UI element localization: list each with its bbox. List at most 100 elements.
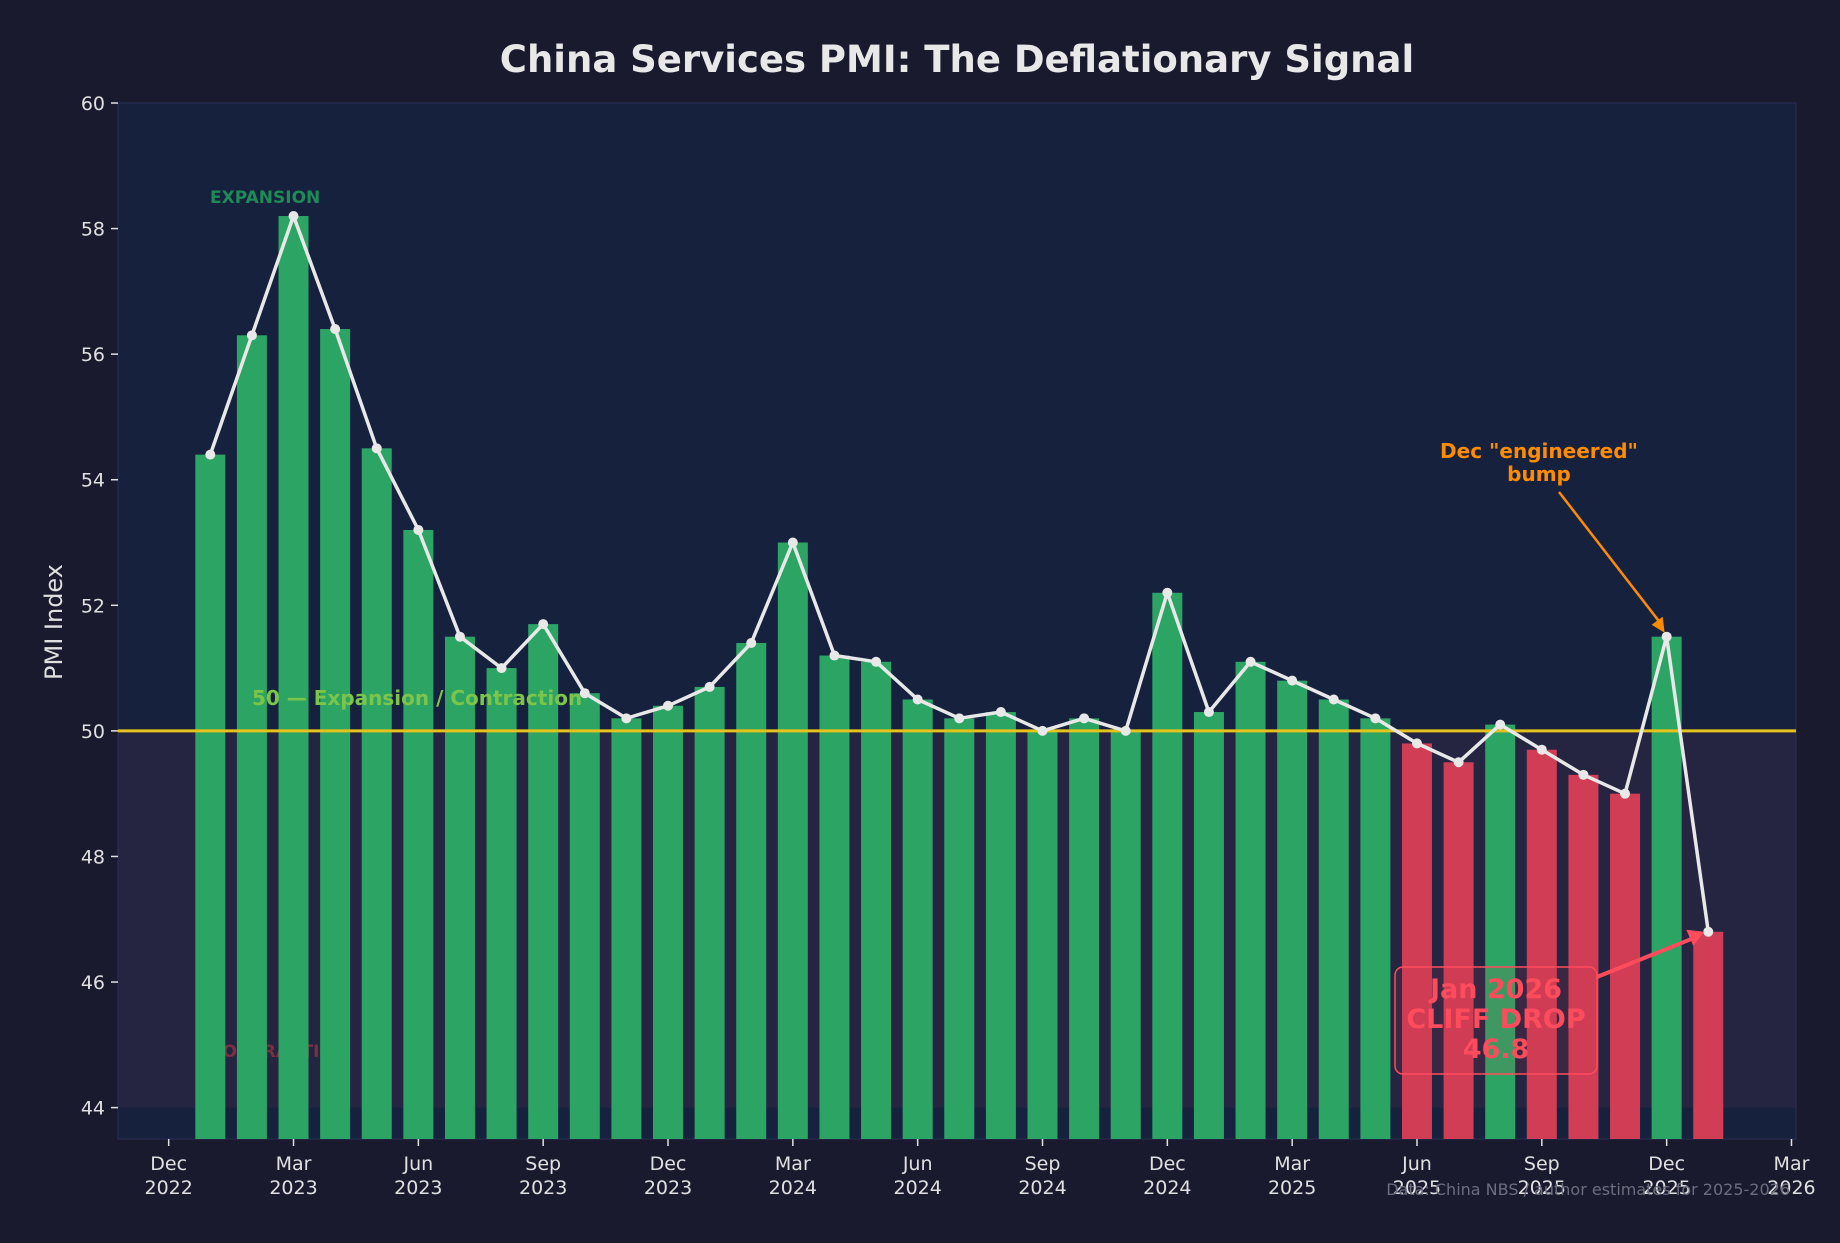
bar-30 <box>1401 743 1432 1139</box>
bar-20 <box>985 712 1016 1139</box>
annotation-bump-line1: Dec "engineered" <box>1440 439 1638 463</box>
y-tick-label-58: 58 <box>81 219 105 241</box>
x-tick-label-month: Sep <box>1025 1153 1061 1175</box>
x-tick-label-month: Sep <box>1524 1153 1560 1175</box>
x-tick-label-year: 2022 <box>145 1177 193 1199</box>
pmi-point-8 <box>496 663 507 674</box>
bar-8 <box>486 668 517 1139</box>
bar-33 <box>1526 749 1557 1139</box>
pmi-point-23 <box>1120 725 1131 736</box>
pmi-point-36 <box>1661 631 1672 642</box>
y-tick-label-52: 52 <box>81 595 105 617</box>
pmi-point-33 <box>1536 744 1547 755</box>
pmi-point-20 <box>995 707 1006 718</box>
x-tick-label-month: Sep <box>525 1153 561 1175</box>
pmi-point-2 <box>246 330 257 341</box>
pmi-point-13 <box>704 681 715 692</box>
pmi-point-7 <box>454 631 465 642</box>
x-tick-label-year: 2024 <box>1018 1177 1066 1199</box>
pmi-point-11 <box>621 713 632 724</box>
x-tick-label-year: 2026 <box>1767 1177 1815 1199</box>
x-tick-label-year: 2023 <box>394 1177 442 1199</box>
bar-21 <box>1027 730 1058 1139</box>
bar-2 <box>236 335 267 1139</box>
annotation-bump-arrowhead <box>1651 616 1665 633</box>
pmi-point-30 <box>1411 738 1422 749</box>
bar-25 <box>1193 712 1224 1139</box>
y-axis-label: PMI Index <box>40 564 68 680</box>
source-note: Data: China NBS / author estimates for 2… <box>1386 1180 1790 1199</box>
pmi-point-24 <box>1162 587 1173 598</box>
bar-22 <box>1069 718 1100 1139</box>
pmi-point-12 <box>663 700 674 711</box>
pmi-point-18 <box>912 694 923 705</box>
bar-3 <box>278 216 309 1139</box>
x-tick-label-year: 2023 <box>644 1177 692 1199</box>
annotation-bump-line2: bump <box>1507 462 1571 486</box>
x-tick-label-year: 2024 <box>1143 1177 1191 1199</box>
bar-18 <box>902 699 933 1139</box>
bar-13 <box>694 686 725 1139</box>
pmi-point-9 <box>538 619 549 630</box>
x-tick-label-month: Mar <box>1274 1153 1310 1175</box>
pmi-point-15 <box>787 537 798 548</box>
pmi-point-6 <box>413 524 424 535</box>
pmi-point-21 <box>1037 725 1048 736</box>
x-tick-label-year: 2025 <box>1518 1177 1566 1199</box>
expansion-zone-label: EXPANSION <box>210 188 320 208</box>
pmi-point-25 <box>1203 707 1214 718</box>
x-tick-label-year: 2024 <box>769 1177 817 1199</box>
x-tick-label-month: Mar <box>775 1153 811 1175</box>
x-tick-label-month: Mar <box>1774 1153 1810 1175</box>
pmi-point-16 <box>829 650 840 661</box>
pmi-point-19 <box>954 713 965 724</box>
x-tick-label-month: Mar <box>276 1153 312 1175</box>
y-tick-label-60: 60 <box>81 93 105 115</box>
pmi-point-28 <box>1328 694 1339 705</box>
bar-16 <box>819 655 850 1139</box>
pmi-point-3 <box>288 211 299 222</box>
pmi-point-1 <box>205 449 216 460</box>
x-tick-label-year: 2023 <box>269 1177 317 1199</box>
bar-9 <box>528 624 559 1139</box>
bar-12 <box>653 705 684 1139</box>
pmi-point-5 <box>371 443 382 454</box>
x-tick-label-year: 2025 <box>1268 1177 1316 1199</box>
bar-31 <box>1443 762 1474 1139</box>
bar-4 <box>320 329 351 1139</box>
y-tick-label-46: 46 <box>81 972 105 994</box>
bar-5 <box>361 448 392 1139</box>
bar-29 <box>1360 718 1391 1139</box>
chart-title: China Services PMI: The Deflationary Sig… <box>500 38 1414 81</box>
x-tick-label-year: 2023 <box>519 1177 567 1199</box>
pmi-point-10 <box>579 688 590 699</box>
annotation-cliff-arrow <box>1596 935 1696 979</box>
annotation-cliff-line1: Jan 2026 <box>1428 974 1562 1005</box>
bar-10 <box>569 693 600 1139</box>
bar-17 <box>861 661 892 1139</box>
pmi-point-29 <box>1370 713 1381 724</box>
bar-37 <box>1693 931 1724 1139</box>
pmi-point-4 <box>330 324 341 335</box>
x-tick-label-month: Dec <box>150 1153 187 1175</box>
bar-7 <box>444 636 475 1139</box>
x-tick-label-month: Dec <box>1648 1153 1685 1175</box>
y-tick-label-48: 48 <box>81 846 105 868</box>
x-tick-label-month: Jun <box>403 1153 434 1175</box>
bar-14 <box>736 642 767 1139</box>
pmi-point-37 <box>1703 926 1714 937</box>
bar-28 <box>1318 699 1349 1139</box>
x-tick-label-year: 2025 <box>1393 1177 1441 1199</box>
x-tick-label-month: Dec <box>1149 1153 1186 1175</box>
pmi-point-27 <box>1287 675 1298 686</box>
bar-6 <box>403 529 434 1139</box>
bar-11 <box>611 718 642 1139</box>
annotation-bump-arrow <box>1558 491 1663 626</box>
pmi-point-34 <box>1578 769 1589 780</box>
x-tick-label-month: Jun <box>1401 1153 1432 1175</box>
bar-36 <box>1651 636 1682 1139</box>
pmi-point-22 <box>1079 713 1090 724</box>
bar-19 <box>944 718 975 1139</box>
pmi-point-17 <box>871 656 882 667</box>
